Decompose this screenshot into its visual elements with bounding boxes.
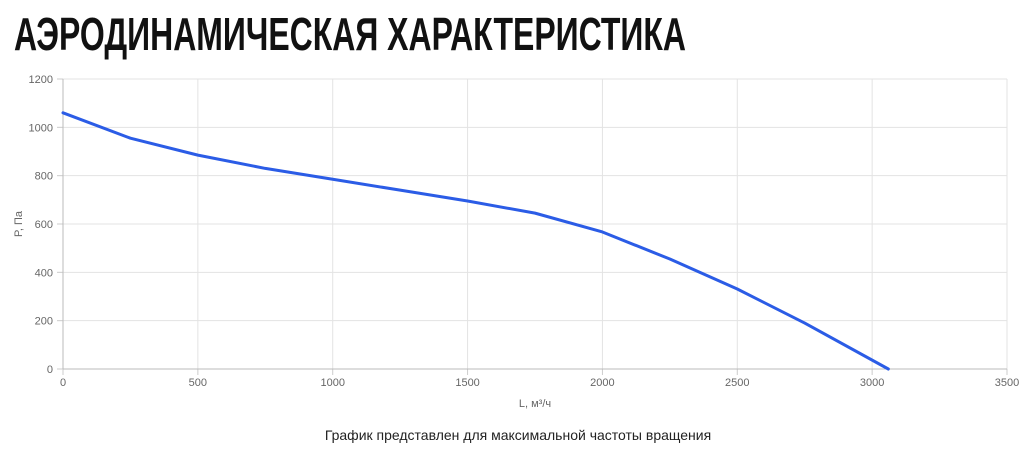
y-axis-title: P, Па (13, 210, 25, 237)
y-tick-label: 400 (35, 267, 53, 279)
x-tick-label: 0 (60, 377, 66, 389)
x-axis-title: L, м³/ч (519, 398, 551, 410)
caption: График представлен для максимальной част… (325, 427, 711, 443)
y-tick-label: 600 (35, 219, 53, 231)
y-tick-label: 0 (47, 364, 53, 376)
y-tick-label: 200 (35, 316, 53, 328)
x-tick-label: 2500 (725, 377, 749, 389)
y-tick-label: 800 (35, 171, 53, 183)
y-tick-label: 1000 (29, 122, 53, 134)
line-series (61, 111, 890, 371)
x-tick-label: 1500 (455, 377, 479, 389)
x-tick-label: 3500 (995, 377, 1019, 389)
x-tick-label: 2000 (590, 377, 614, 389)
y-tick-label: 1200 (29, 74, 53, 86)
x-tick-label: 3000 (860, 377, 884, 389)
x-tick-label: 500 (189, 377, 207, 389)
chart-title: АЭРОДИНАМИЧЕСКАЯ ХАРАКТЕРИСТИКА (14, 8, 686, 60)
x-tick-label: 1000 (320, 377, 344, 389)
